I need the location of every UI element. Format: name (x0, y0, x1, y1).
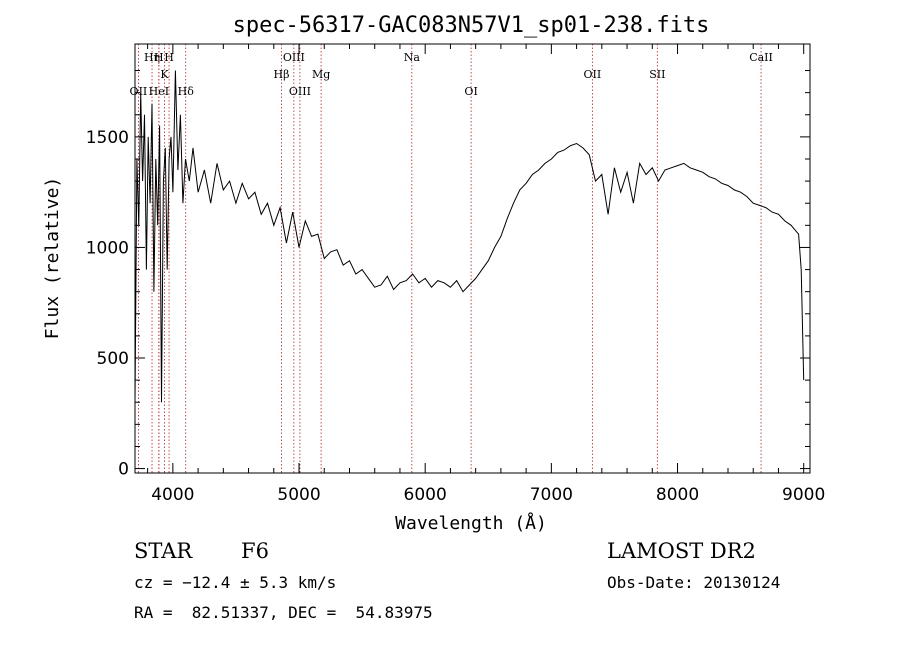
plot-frame (134, 43, 811, 474)
x-tick-label: 5000 (277, 485, 320, 505)
x-tick-label: 4000 (151, 485, 194, 505)
x-tick-label: 6000 (404, 485, 447, 505)
line-marker-label: Na (404, 51, 421, 64)
line-marker-label: Mg (312, 68, 330, 81)
line-marker-label: OII (130, 85, 148, 98)
y-axis-label: Flux (relative) (42, 177, 63, 340)
line-marker-label: OIII (289, 85, 311, 98)
line-marker-label: SII (649, 68, 665, 81)
object-type: STAR (134, 539, 193, 563)
chart-title: spec-56317-GAC083N57V1_sp01-238.fits (233, 13, 710, 38)
x-tick-label: 7000 (530, 485, 573, 505)
x-axis: 4000 5000 6000 7000 8000 9000 (147, 44, 825, 505)
line-marker-label: Hδ (178, 85, 195, 98)
line-marker-label: H (164, 51, 174, 64)
x-tick-label: 9000 (782, 485, 825, 505)
line-marker-label: OII (584, 68, 602, 81)
y-tick-label: 0 (118, 460, 129, 480)
survey-name: LAMOST DR2 (607, 539, 756, 563)
x-tick-label: 8000 (656, 485, 699, 505)
line-marker-label: CaII (749, 51, 773, 64)
line-marker-label: OI (464, 85, 477, 98)
coordinates: RA = 82.51337, DEC = 54.83975 (134, 603, 433, 622)
line-marker-label: K (160, 68, 169, 81)
x-axis-label: Wavelength (Å) (395, 512, 547, 534)
line-marker-label: Hβ (274, 68, 290, 81)
y-tick-label: 1000 (86, 238, 129, 258)
line-marker-label: H (154, 51, 164, 64)
y-tick-label: 500 (97, 349, 129, 369)
observation-date: Obs-Date: 20130124 (607, 573, 781, 592)
subclass: F6 (241, 539, 269, 563)
line-marker-label: Hη (144, 51, 160, 64)
line-marker-label: OIII (283, 51, 305, 64)
y-tick-label: 1500 (86, 128, 129, 148)
line-marker-label: HeI (149, 85, 169, 98)
spectrum-line (134, 70, 805, 403)
y-axis: 0 500 1000 1500 (86, 70, 810, 480)
redshift-info: cz = −12.4 ± 5.3 km/s (134, 573, 337, 592)
